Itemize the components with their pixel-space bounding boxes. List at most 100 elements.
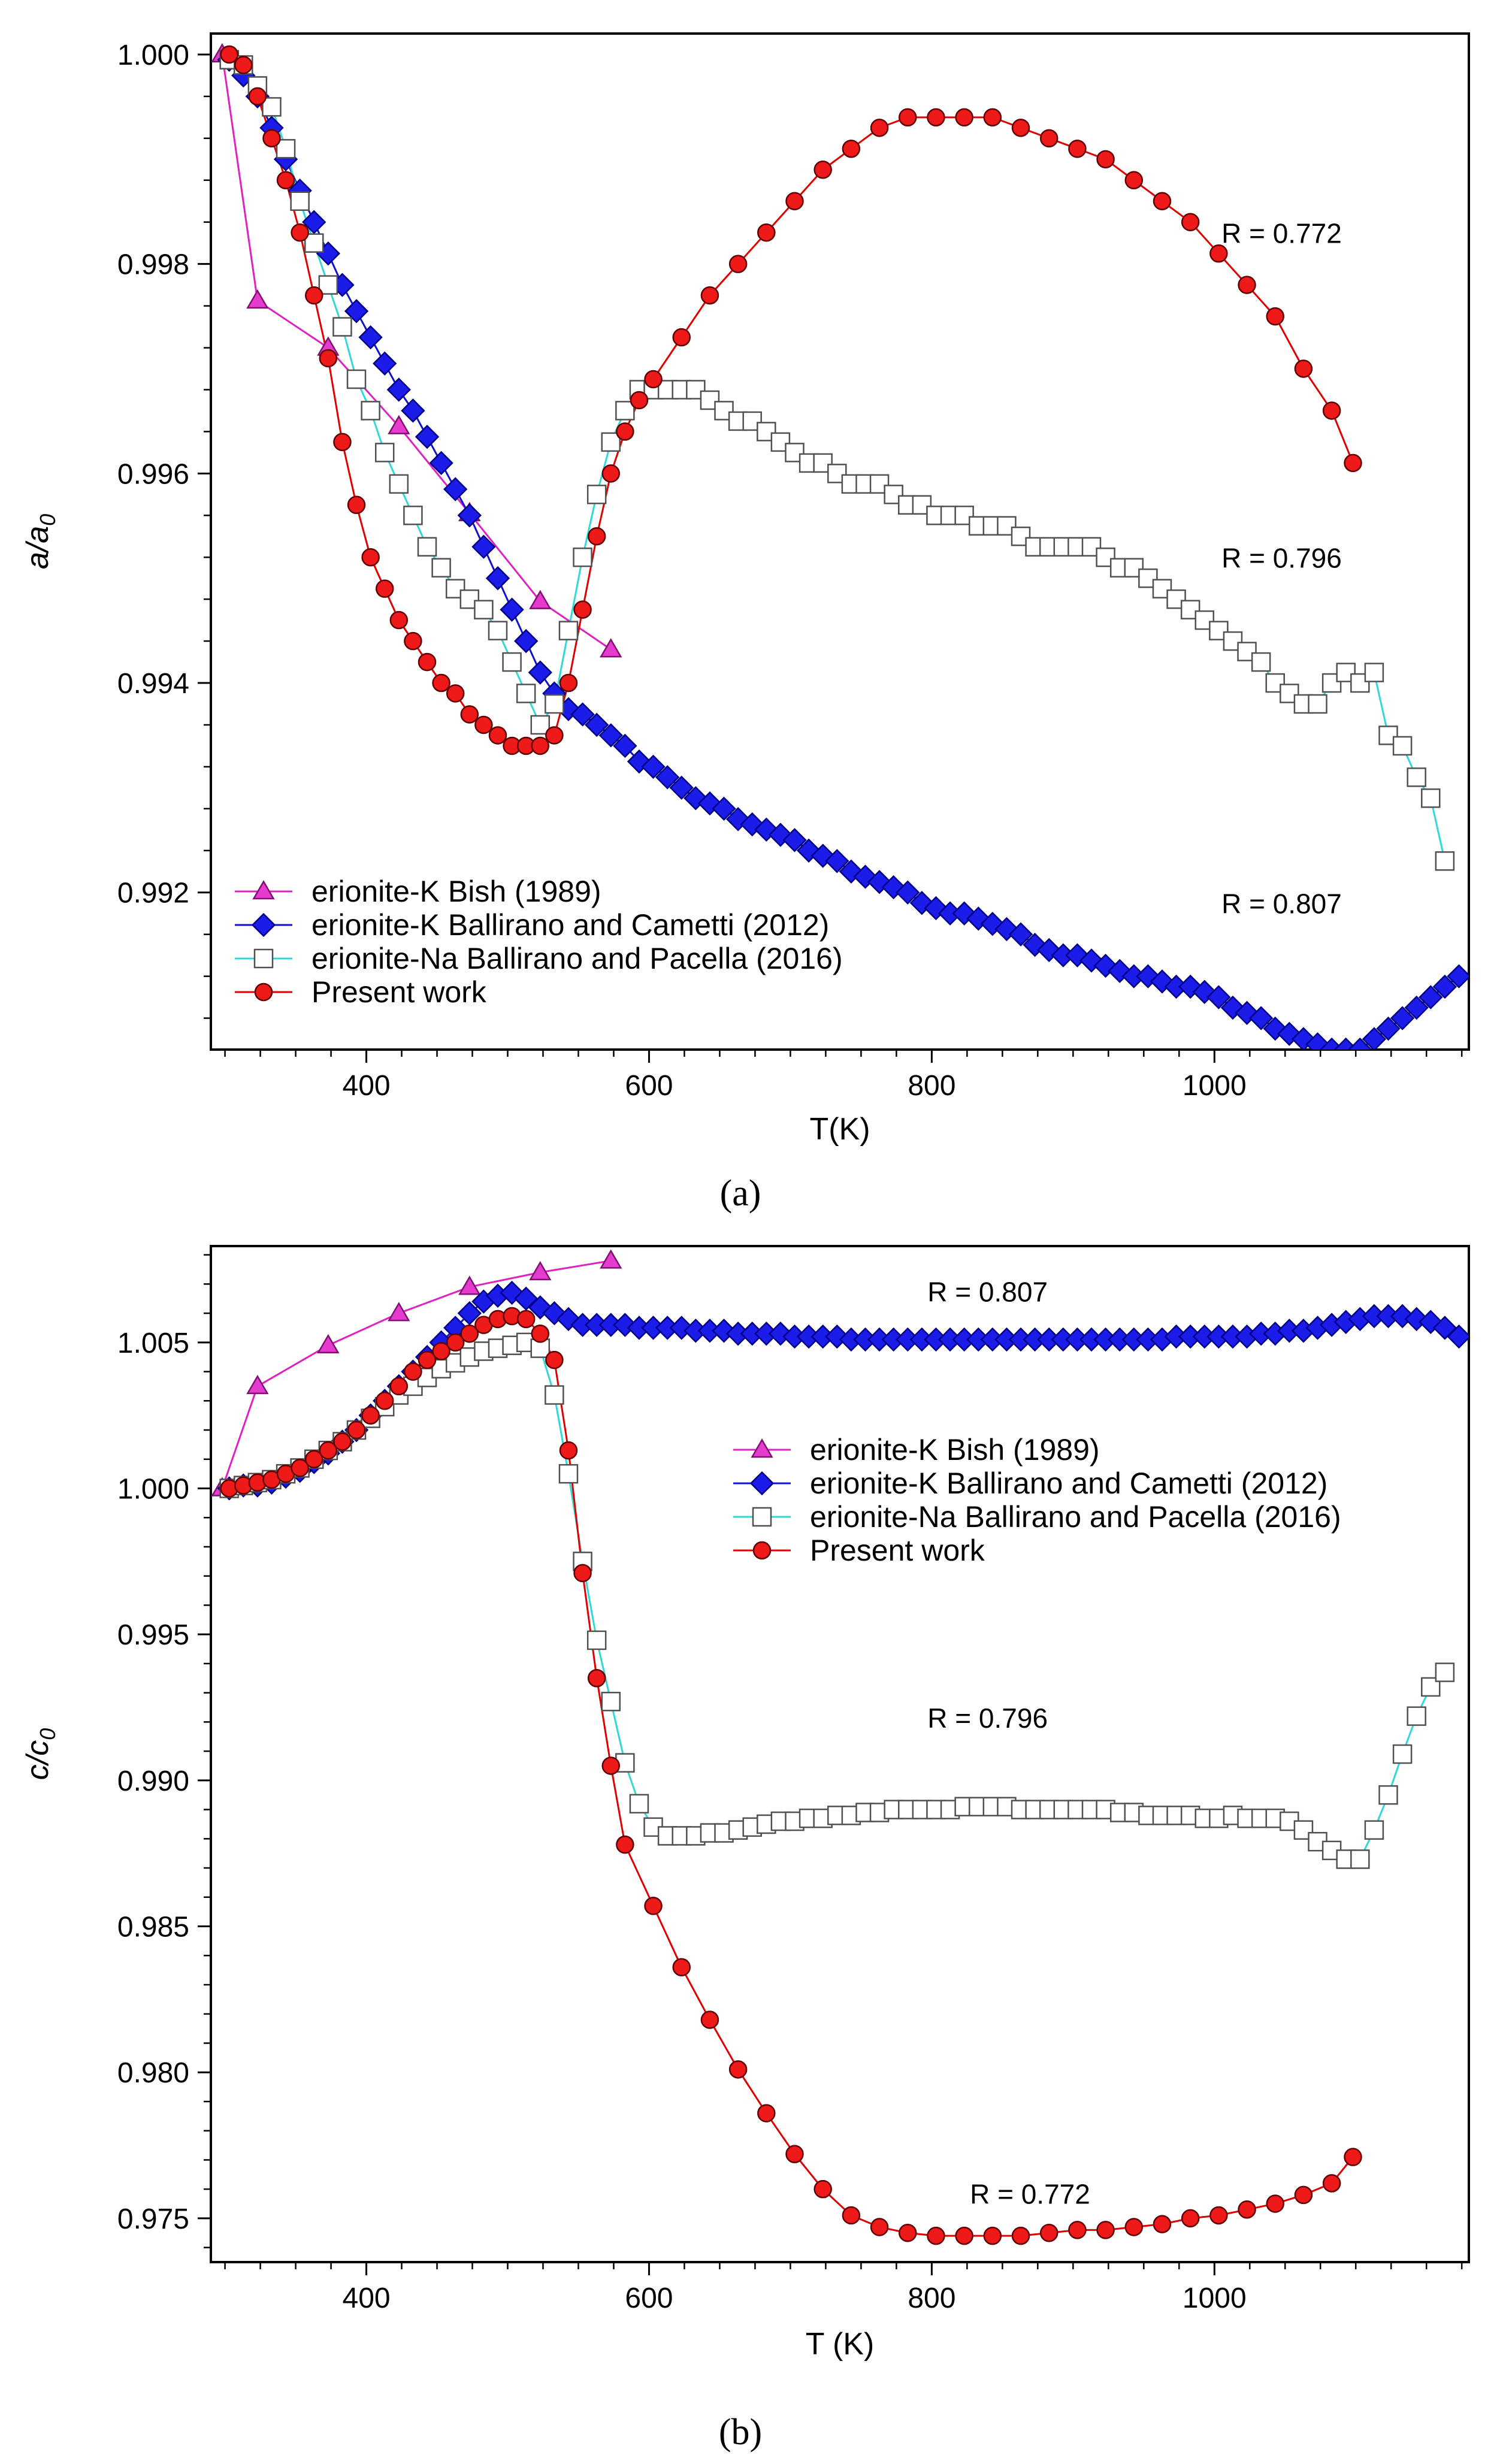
data-point-diamond [641, 754, 666, 779]
data-point-diamond [1390, 1006, 1415, 1030]
data-point-diamond [1432, 974, 1457, 999]
legend-b: erionite-K Bish (1989)erionite-K Ballira… [733, 1433, 1341, 1567]
data-point-diamond [373, 351, 397, 376]
data-point-circle [375, 1392, 394, 1410]
data-point-diamond [825, 849, 849, 873]
data-point-square [558, 1464, 579, 1484]
y-tick-label: 0.985 [117, 1912, 189, 1943]
legend-marker-circle [254, 982, 273, 1002]
data-point-square [1350, 1849, 1370, 1869]
data-point-circle [516, 1310, 536, 1329]
data-point-circle [785, 192, 804, 211]
data-point-square [1025, 537, 1045, 557]
data-point-circle [870, 2218, 889, 2236]
data-point-diamond [1447, 1324, 1469, 1349]
data-point-diamond [457, 1301, 482, 1326]
data-point-circle [304, 1450, 323, 1469]
data-point-diamond [1235, 1000, 1259, 1025]
y-tick-label: 0.992 [117, 878, 189, 909]
data-point-circle [361, 1406, 380, 1425]
data-point-circle [1238, 276, 1256, 294]
data-point-circle [573, 1564, 592, 1583]
data-point-diamond [344, 299, 369, 324]
data-point-diamond [358, 325, 383, 350]
x-tick-label: 400 [343, 2282, 391, 2314]
data-point-diamond [1206, 985, 1231, 1009]
data-point-square [601, 432, 621, 452]
data-point-circle [432, 1342, 450, 1361]
data-point-diamond [952, 901, 976, 926]
data-point-circle [672, 328, 691, 347]
data-point-circle [1096, 150, 1115, 169]
y-tick-label: 0.994 [117, 668, 189, 700]
data-point-circle [927, 108, 945, 127]
data-point-circle [446, 684, 465, 703]
legend-marker-diamond [251, 912, 276, 938]
plot-frame-a [210, 32, 1470, 1051]
data-point-diamond [684, 786, 708, 811]
y-axis-label-sub-b: 0 [35, 1728, 60, 1740]
data-point-circle [304, 286, 323, 305]
data-point-diamond [1263, 1016, 1287, 1041]
legend-marker-triangle [252, 880, 275, 900]
data-point-diamond [796, 838, 821, 863]
data-point-diamond [768, 823, 793, 847]
data-point-diamond [415, 424, 440, 449]
data-point-circle [389, 610, 409, 630]
panel-a: 400 600 800 1000 0.992 0.994 0.996 0.998 1.000 R… [20, 32, 1470, 1214]
data-point-diamond [768, 1322, 793, 1346]
y-tick-label: 0.996 [117, 458, 189, 490]
data-point-circle [573, 600, 592, 619]
data-point-square [374, 443, 395, 462]
data-point-diamond [966, 906, 991, 931]
data-point-diamond [1136, 964, 1160, 988]
data-point-circle [1238, 2200, 1256, 2219]
data-point-square [545, 1385, 564, 1405]
data-point-circle [955, 108, 973, 127]
annotation-r-value: R = 0.796 [927, 1703, 1048, 1734]
data-point-circle [1039, 129, 1059, 148]
data-point-square [1421, 788, 1441, 808]
data-point-diamond [1390, 1304, 1415, 1329]
data-point-diamond [1008, 922, 1033, 947]
data-point-square [304, 233, 324, 253]
y-tick-label: 0.975 [117, 2203, 189, 2235]
y-tick-label: 0.980 [117, 2057, 189, 2089]
data-point-diamond [740, 812, 764, 837]
data-point-square [403, 506, 423, 525]
data-point-circle [545, 1350, 564, 1369]
data-point-square [615, 401, 635, 421]
data-point-circle [1039, 2224, 1059, 2242]
data-point-circle [700, 2010, 719, 2029]
data-point-diamond [429, 451, 453, 476]
data-point-square [869, 474, 890, 494]
data-point-diamond [811, 843, 835, 868]
data-point-circle [1344, 454, 1362, 473]
series-line-square [229, 59, 1446, 861]
data-point-circle [446, 1333, 465, 1352]
data-point-circle [644, 1897, 663, 1915]
data-point-diamond [669, 775, 694, 800]
data-point-circle [728, 255, 748, 273]
series-clip-a [211, 43, 1469, 1050]
data-point-circle [927, 2226, 945, 2245]
data-point-circle [375, 579, 394, 598]
data-point-circle [333, 433, 352, 452]
data-point-diamond [909, 891, 935, 915]
data-point-circle [545, 726, 564, 745]
data-point-triangle [529, 1260, 552, 1281]
data-point-square [1251, 652, 1271, 672]
data-point-square [586, 485, 607, 504]
data-point-diamond [613, 733, 637, 758]
data-point-circle [785, 2145, 804, 2163]
axis-ticks-b: 400 600 800 1000 0.975 0.980 0.985 0.990 0.995 1.… [117, 1254, 1463, 2314]
data-point-square [1364, 663, 1384, 682]
legend-label: erionite-K Bish (1989) [810, 1433, 1100, 1467]
legend-item: erionite-K Ballirano and Cametti (2012) [235, 908, 829, 942]
data-point-circle [1011, 2226, 1030, 2245]
data-point-circle [531, 1324, 550, 1343]
data-point-triangle [246, 289, 269, 309]
y-tick-label: 0.998 [117, 249, 189, 281]
data-point-diamond [1432, 1316, 1457, 1340]
data-point-circle [757, 223, 776, 242]
